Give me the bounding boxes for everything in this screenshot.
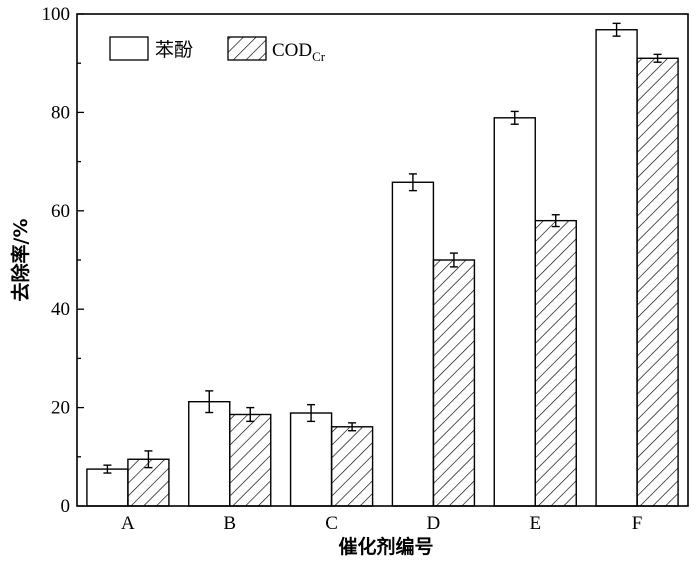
plot-area: 0 20 40 60 80 100 A B C D E F [42,4,689,534]
bar-phenol-B [188,400,231,507]
legend-label-cod: CODCr [272,40,326,64]
y-axis-title: 去除率/% [9,219,32,302]
bar-phenol-F [595,29,638,507]
error-bar-cod-B [246,406,255,423]
bar-phenol-E [493,117,536,507]
bar-phenol-D [391,181,435,507]
x-tick-label-C: C [325,513,338,534]
bar-cod-C [330,426,374,507]
x-tick-label-B: B [223,513,236,534]
error-bar-phenol-F [612,22,621,37]
x-tick-label-D: D [427,513,441,534]
y-tick-label-40: 40 [51,299,70,320]
y-tick-label-60: 60 [51,201,70,222]
y-tick-label-80: 80 [51,102,70,123]
error-bar-phenol-B [205,390,214,414]
legend-label-phenol: 苯酚 [155,39,193,61]
x-tick-label-A: A [121,513,135,534]
bar-cod-D [432,259,476,507]
y-tick-label-0: 0 [61,496,71,517]
legend-swatch-cod [227,36,267,61]
bar-cod-E [534,219,577,507]
error-bar-phenol-D [408,173,417,192]
bar-phenol-A [86,468,129,507]
bar-phenol-C [289,412,333,507]
y-tick-label-100: 100 [42,4,71,25]
error-bar-cod-A [144,450,153,469]
error-bar-phenol-E [510,110,519,125]
bar-cod-F [636,57,679,507]
error-bar-phenol-A [103,464,112,474]
bar-cod-B [229,413,272,507]
y-tick-label-20: 20 [51,398,70,419]
x-axis-title: 催化剂编号 [338,535,433,558]
error-bar-cod-F [653,53,662,63]
error-bar-phenol-C [307,403,316,423]
error-bar-cod-E [551,214,560,228]
error-bar-cod-D [449,252,458,268]
legend: 苯酚 CODCr [109,36,326,64]
error-bar-cod-C [348,422,357,432]
x-tick-label-E: E [529,513,541,534]
x-tick-label-F: F [632,513,643,534]
legend-swatch-phenol [109,36,149,61]
